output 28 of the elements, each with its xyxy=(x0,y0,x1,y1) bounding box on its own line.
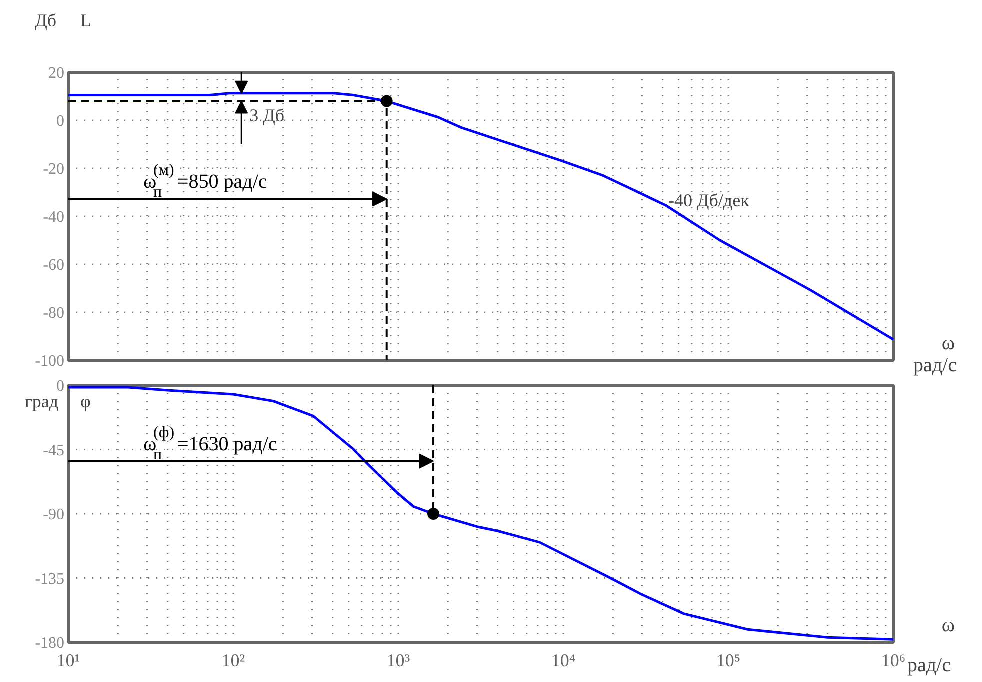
annotation: -40 Дб/дек xyxy=(668,190,750,210)
x-tick-label: 10⁴ xyxy=(551,650,576,670)
x-tick-label: 10⁶ xyxy=(881,650,906,670)
x-tick-label: 10³ xyxy=(386,650,411,670)
y-tick-label: 0 xyxy=(56,378,64,395)
y-tick-label: -180 xyxy=(35,635,64,652)
y-tick-label: -45 xyxy=(43,442,64,460)
text: рад/с xyxy=(908,654,952,676)
y-axis-title: град xyxy=(24,392,58,412)
annotation: 3 Дб xyxy=(250,105,285,126)
y-tick-label: -135 xyxy=(35,570,64,588)
y-tick-label: -20 xyxy=(43,161,64,178)
x-tick-label: 10¹ xyxy=(56,650,80,670)
y-tick-label: 20 xyxy=(48,65,64,82)
x-axis-title: ω xyxy=(942,332,956,354)
x-tick-label: 10⁵ xyxy=(716,650,741,670)
y-tick-label: -100 xyxy=(35,353,64,370)
y-tick-label: -80 xyxy=(43,305,64,322)
text: L xyxy=(80,10,92,30)
x-tick-label: 10² xyxy=(222,650,246,670)
x-axis-title: ω xyxy=(942,614,956,636)
y-tick-label: -60 xyxy=(43,257,64,274)
y-tick-label: 0 xyxy=(56,113,64,130)
y-axis-title: Дб xyxy=(35,10,56,30)
text: рад/с xyxy=(914,354,958,376)
annotation: φ xyxy=(80,392,91,412)
y-tick-label: -40 xyxy=(43,209,64,226)
y-tick-label: -90 xyxy=(43,506,64,524)
